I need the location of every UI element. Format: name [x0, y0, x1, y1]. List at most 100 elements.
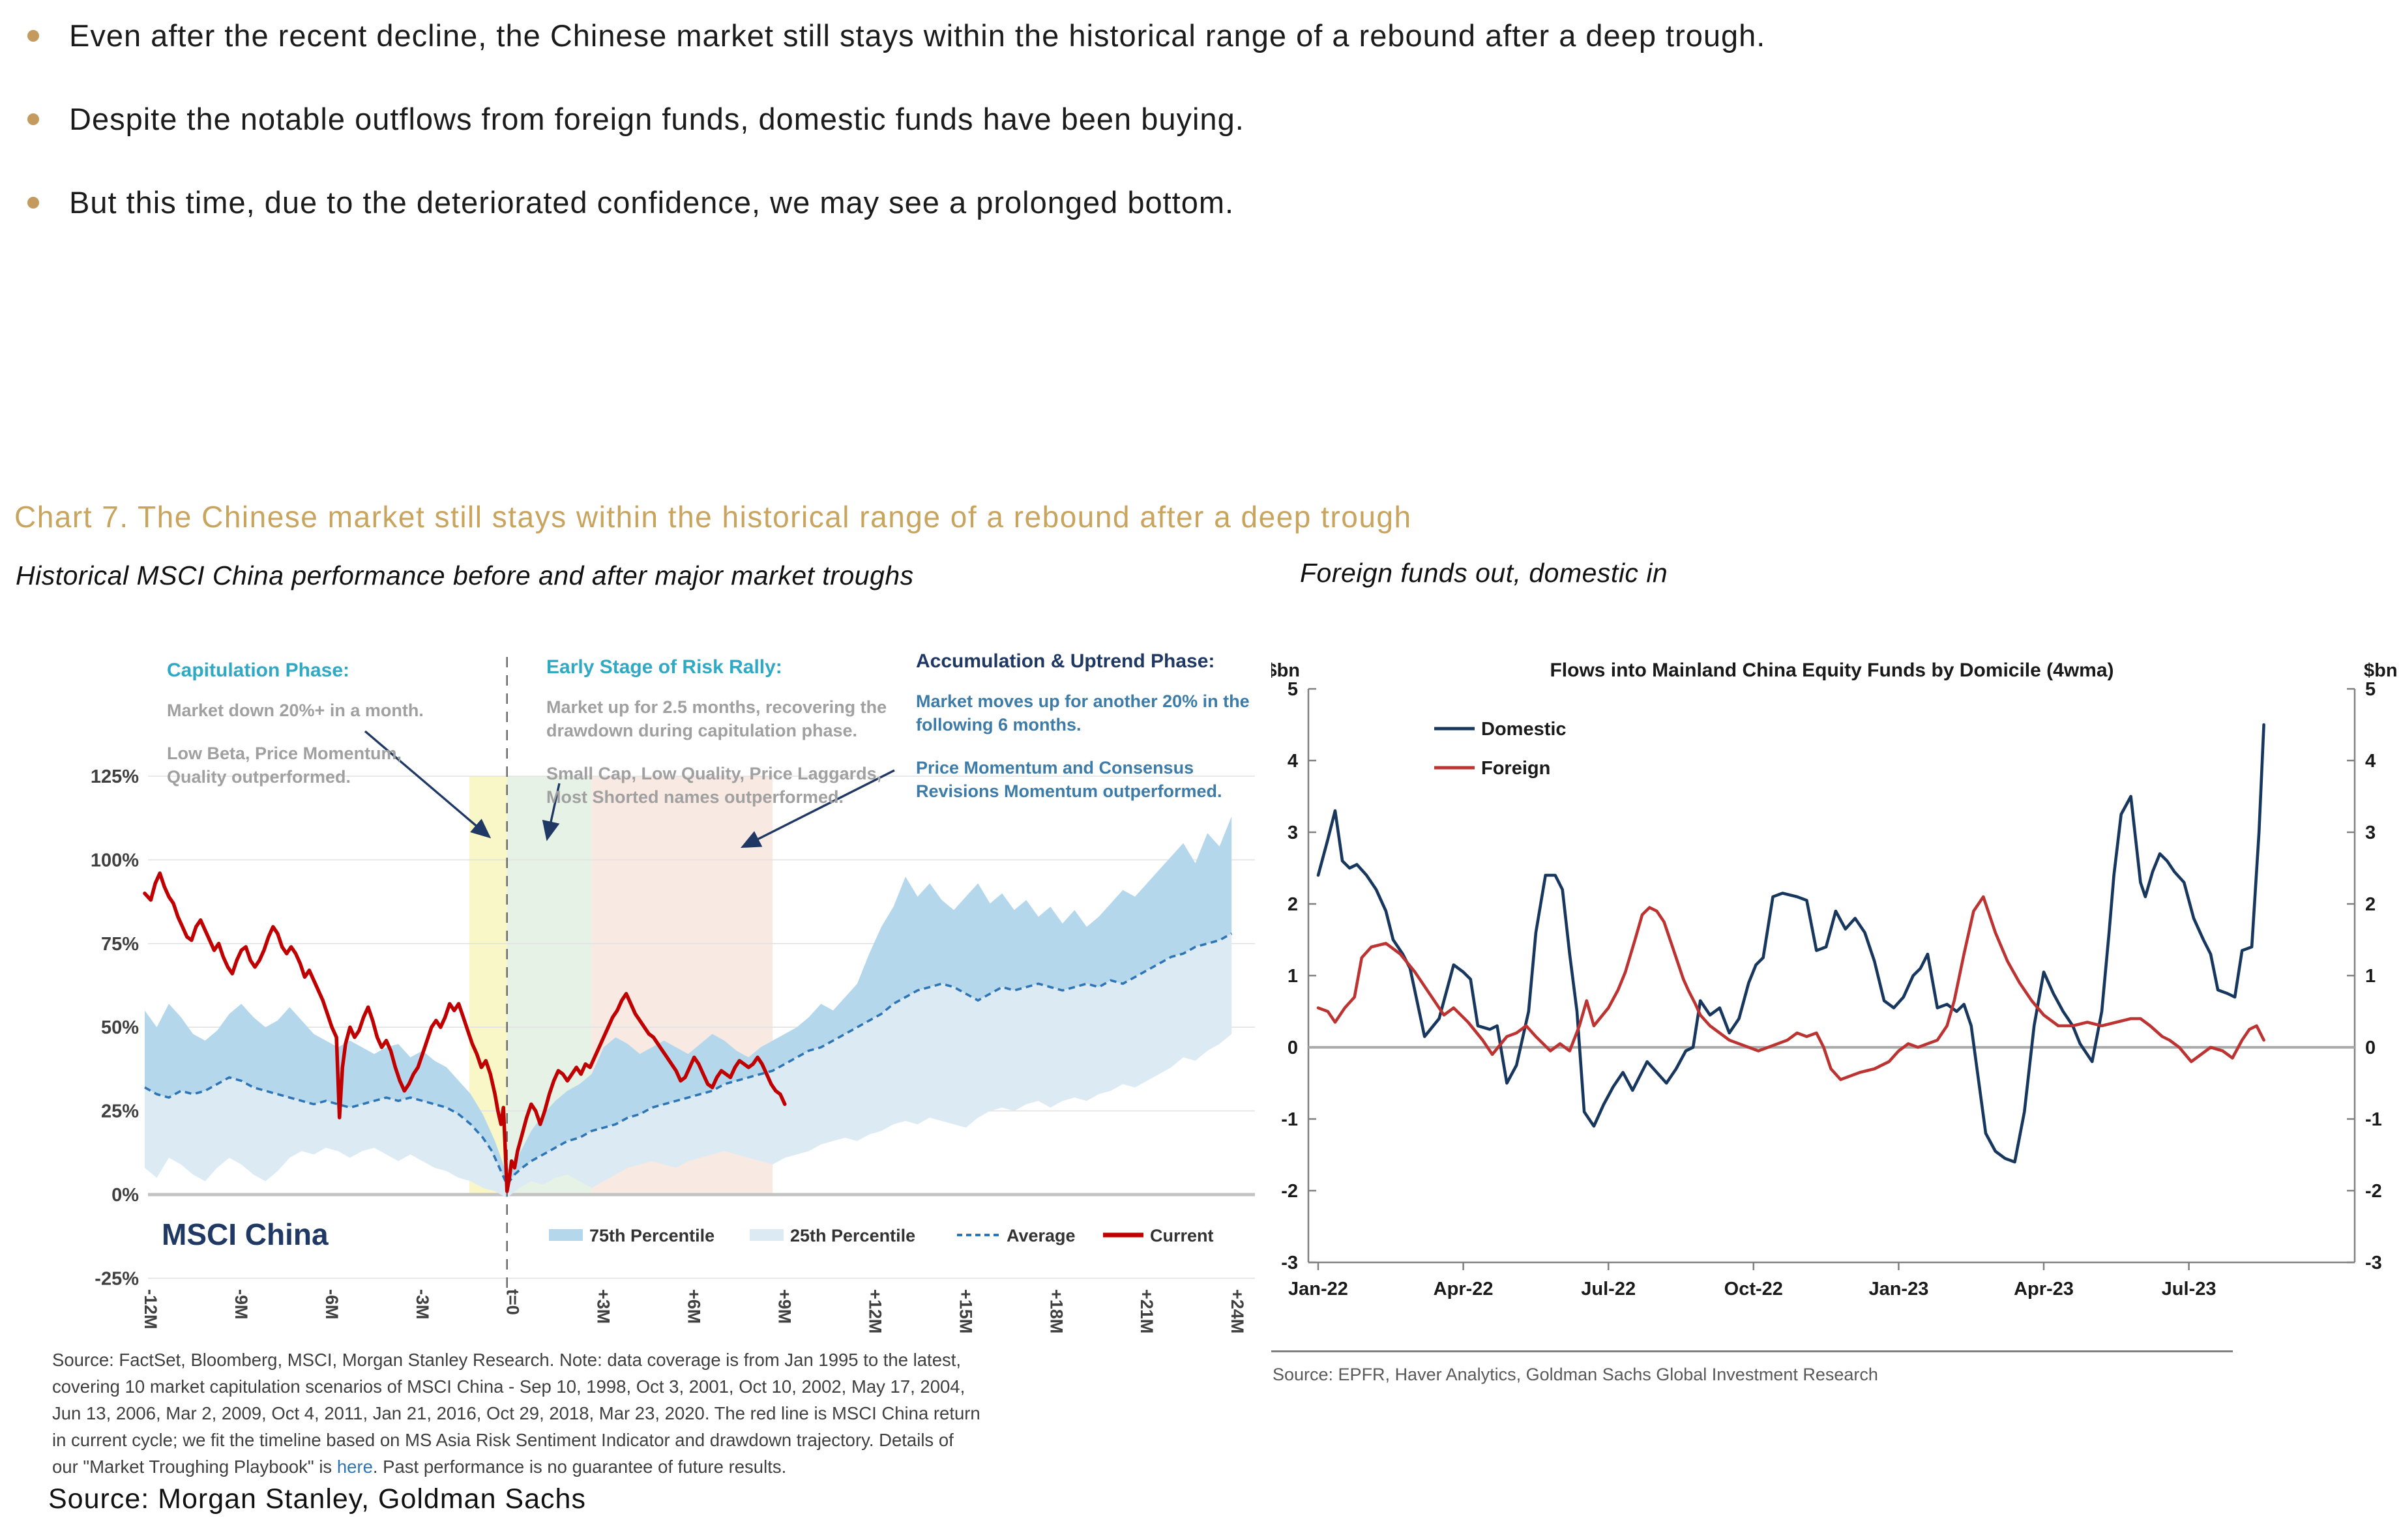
- y-axis-label-right: 0: [2365, 1038, 2376, 1058]
- y-axis-label-right: -2: [2365, 1181, 2382, 1202]
- x-axis-label: Jan-23: [1868, 1279, 1928, 1300]
- y-axis-label-right: 1: [2365, 966, 2376, 987]
- x-axis-label: -9M: [231, 1289, 251, 1320]
- annotation-text: Price Momentum and Consensus Revisions M…: [916, 758, 1222, 801]
- legend-label: 25th Percentile: [790, 1226, 915, 1245]
- y-axis-label-right: 5: [2365, 679, 2376, 700]
- china-fund-flows-chart: Flows into Mainland China Equity Funds b…: [1271, 660, 2398, 1300]
- x-axis-label: Oct-22: [1724, 1279, 1783, 1300]
- annotation-capitulation-phase: Capitulation Phase: Market down 20%+ in …: [167, 660, 454, 808]
- y-axis-label-left: 1: [1288, 966, 1298, 987]
- arrow-to-capitulation-band: [364, 730, 492, 839]
- y-axis-label-left: 0: [1288, 1038, 1298, 1058]
- page-title: Chart 7. The Chinese market still stays …: [14, 500, 1412, 534]
- annotation-header: Accumulation & Uptrend Phase:: [916, 650, 1215, 672]
- annotation-early-risk-rally: Early Stage of Risk Rally: Market up for…: [546, 656, 915, 828]
- x-axis-label: +21M: [1137, 1289, 1156, 1333]
- y-axis-label: 50%: [101, 1017, 139, 1038]
- legend-label: Foreign: [1481, 758, 1550, 779]
- legend-label: 75th Percentile: [589, 1226, 714, 1245]
- source-note-text: Source: FactSet, Bloomberg, MSCI, Morgan…: [52, 1350, 980, 1477]
- slide-source: Source: Morgan Stanley, Goldman Sachs: [48, 1483, 586, 1515]
- x-axis-label: t=0: [503, 1289, 523, 1315]
- y-axis-label-right: 4: [2365, 751, 2376, 772]
- x-axis-label: +9M: [775, 1289, 795, 1324]
- y-axis-label: 100%: [91, 850, 139, 871]
- x-axis-label: +3M: [594, 1289, 613, 1324]
- legend-label: Average: [1007, 1226, 1076, 1245]
- left-chart-subtitle: Historical MSCI China performance before…: [16, 560, 914, 590]
- annotation-accumulation-uptrend: Accumulation & Uptrend Phase: Market mov…: [916, 650, 1255, 822]
- average-series-line: [144, 932, 1233, 1187]
- domestic-series-line: [1316, 723, 2265, 1164]
- x-axis-label: -6M: [322, 1289, 342, 1320]
- band-75th-percentile: [145, 816, 1232, 1185]
- left-chart-x-axis: -12M -9M -6M -3M t=0 +3M +6M +9M +12M +15M +18M +21…: [141, 1289, 1247, 1333]
- legend-label: Domestic: [1481, 719, 1567, 740]
- annotation-text: Market moves up for another 20% in the f…: [916, 691, 1250, 734]
- y-axis-label-left: 2: [1288, 894, 1298, 915]
- source-note-text: . Past performance is no guarantee of fu…: [372, 1457, 787, 1477]
- y-axis-label-left: 3: [1288, 822, 1298, 843]
- bullet-text: Even after the recent decline, the Chine…: [69, 18, 1766, 53]
- key-points-list: Even after the recent decline, the Chine…: [23, 10, 2292, 261]
- y-axis-label-right: -1: [2365, 1109, 2382, 1130]
- bullet-item: Despite the notable outflows from foreig…: [23, 94, 2233, 145]
- y-axis-unit-right: $bn: [2364, 660, 2398, 681]
- annotation-text: Low Beta, Price Momentum, Quality outper…: [167, 744, 402, 787]
- y-axis-label: 0%: [111, 1185, 139, 1206]
- x-axis-label: +6M: [685, 1289, 704, 1324]
- band-25th-percentile: [145, 933, 1232, 1199]
- right-chart-subtitle: Foreign funds out, domestic in: [1300, 558, 1668, 588]
- bullet-item: But this time, due to the deteriorated c…: [23, 177, 2233, 228]
- right-chart-legend: Domestic Foreign: [1434, 719, 1567, 779]
- left-chart-legend: 75th Percentile 25th Percentile Average Cur…: [549, 1226, 1214, 1245]
- annotation-header: Capitulation Phase:: [167, 660, 350, 681]
- chart-label-msci-china: MSCI China: [162, 1217, 329, 1251]
- legend-swatch-25th: [750, 1229, 784, 1241]
- x-axis-label: Jul-22: [1581, 1279, 1636, 1300]
- annotation-text: Market down 20%+ in a month.: [167, 701, 424, 720]
- y-axis-label: -25%: [95, 1268, 139, 1289]
- annotation-arrows: [364, 730, 895, 849]
- y-axis-label: 25%: [101, 1101, 139, 1122]
- x-axis-label: -12M: [141, 1289, 160, 1329]
- legend-label: Current: [1150, 1226, 1214, 1245]
- right-chart-axes: 5 5 4 4 3 3 2 2 1 1 0 0 -1 -1 -2 -2 -3 -3 Jan-22 Apr-22 Jul-…: [1281, 679, 2382, 1300]
- x-axis-label: +18M: [1046, 1289, 1066, 1333]
- annotation-text: Market up for 2.5 months, recovering the…: [546, 697, 887, 740]
- bullet-text: Despite the notable outflows from foreig…: [69, 102, 1245, 136]
- troughing-playbook-link[interactable]: here: [336, 1457, 373, 1477]
- annotation-text: Small Cap, Low Quality, Price Laggards, …: [546, 764, 882, 807]
- y-axis-label-right: 3: [2365, 822, 2376, 843]
- bullet-text: But this time, due to the deteriorated c…: [69, 185, 1235, 220]
- right-chart-title: Flows into Mainland China Equity Funds b…: [1550, 660, 2114, 681]
- x-axis-label: +12M: [865, 1289, 885, 1333]
- x-axis-label: +24M: [1228, 1289, 1247, 1333]
- y-axis-label: 75%: [101, 934, 139, 955]
- y-axis-label-left: -1: [1281, 1109, 1298, 1130]
- arrow-to-uptrend-band: [740, 769, 895, 849]
- x-axis-label: -3M: [413, 1289, 432, 1320]
- y-axis-label-right: -3: [2365, 1253, 2382, 1273]
- bullet-dot: [27, 113, 39, 125]
- msci-china-trough-chart: 125% 100% 75% 50% 25% 0% -25%-12M -9M -6M -3M t=0 +…: [91, 657, 1255, 1333]
- y-axis-label-left: -2: [1281, 1181, 1298, 1202]
- y-axis-unit-left: $bn: [1271, 660, 1300, 681]
- y-axis-label-left: 5: [1288, 679, 1298, 700]
- bullet-dot: [27, 30, 39, 42]
- arrow-to-risk-rally-band: [542, 783, 561, 841]
- left-chart-source-note: Source: FactSet, Bloomberg, MSCI, Morgan…: [52, 1346, 984, 1480]
- y-axis-label-left: 4: [1288, 751, 1298, 772]
- right-chart-source-note: Source: EPFR, Haver Analytics, Goldman S…: [1273, 1365, 1878, 1384]
- y-axis-label-left: -3: [1281, 1253, 1298, 1273]
- x-axis-label: Jul-23: [2162, 1279, 2217, 1300]
- y-axis-label: 125%: [91, 766, 139, 787]
- x-axis-label: Apr-22: [1434, 1279, 1494, 1300]
- y-axis-label-right: 2: [2365, 894, 2376, 915]
- right-chart-divider: [1271, 1350, 2233, 1352]
- bullet-dot: [27, 197, 39, 209]
- current-series-line: [143, 871, 787, 1193]
- bullet-item: Even after the recent decline, the Chine…: [23, 10, 2233, 61]
